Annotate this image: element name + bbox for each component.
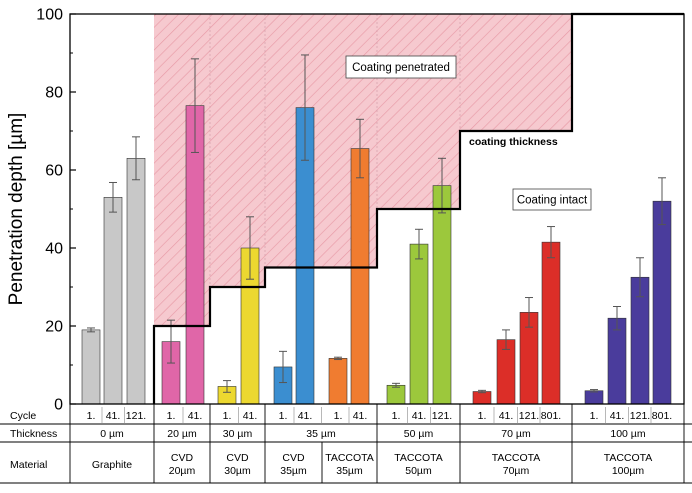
y-tick-label: 100 [36,7,63,24]
material-label: CVD [171,452,194,464]
cycle-label: 121. [126,410,146,422]
material-label: 35µm [280,465,307,477]
thickness-label: 0 µm [100,428,124,440]
material-label: 70µm [503,465,530,477]
coating-intact-label: Coating intact [517,195,588,207]
material-label: 30µm [224,465,251,477]
row-label-material: Material [10,459,47,471]
material-label: TACCOTA [394,452,443,464]
cycle-label: 41. [412,410,427,422]
material-label: 20µm [169,465,196,477]
thickness-label: 35 µm [306,428,336,440]
row-label-cycle: Cycle [10,410,36,422]
thickness-label: 50 µm [404,428,434,440]
bar-35µm-1 [328,358,348,405]
row-label-thickness: Thickness [10,428,57,440]
material-label: TACCOTA [492,452,541,464]
cycle-label: 1. [87,410,96,422]
bar-100µm-1 [584,390,604,405]
bar-0µm-41 [103,197,123,405]
coating-thickness-label: coating thickness [469,136,558,148]
thickness-label: 70 µm [501,428,531,440]
y-tick-label: 20 [45,319,63,336]
coating-intact-box [512,188,592,211]
cycle-label: 41. [610,410,625,422]
thickness-label: 30 µm [223,428,253,440]
cycle-label: 1. [392,410,401,422]
cycle-label: 1. [590,410,599,422]
material-label: CVD [226,452,249,464]
y-tick-label: 40 [45,241,63,258]
bar-70µm-1 [472,391,492,405]
bar-70µm-801 [541,241,561,405]
bar-50µm-41 [409,243,429,405]
bar-100µm-801 [652,200,672,405]
coating-penetrated-box [345,55,457,79]
cycle-label: 41. [499,410,514,422]
cycle-label: 41. [243,410,258,422]
material-label: Graphite [92,459,132,471]
material-label: CVD [282,452,305,464]
material-label: TACCOTA [604,452,653,464]
coating-penetrated-label: Coating penetrated [352,62,450,74]
cycle-label: 41. [106,410,121,422]
cycle-label: 121. [519,410,539,422]
cycle-label: 1. [334,410,343,422]
bar-0µm-1 [81,329,101,405]
y-axis-title: Penetration depth [µm] [6,113,27,306]
cycle-label: 41. [353,410,368,422]
coating-thickness-step-line [152,12,684,404]
material-label: 100µm [612,465,645,477]
bar-50µm-121 [432,185,452,405]
bar-50µm-1 [386,384,406,405]
cycle-label: 801. [541,410,561,422]
cycle-label: 1. [279,410,288,422]
cycle-label: 1. [223,410,232,422]
cycle-label: 41. [298,410,313,422]
cycle-label: 801. [652,410,672,422]
material-label: 35µm [336,465,363,477]
material-label: 50µm [405,465,432,477]
cycle-label: 1. [478,410,487,422]
thickness-label: 20 µm [167,428,197,440]
material-label: TACCOTA [325,452,374,464]
cycle-label: 121. [630,410,650,422]
bar-35µm-41 [350,148,370,405]
thickness-label: 100 µm [610,428,645,440]
cycle-label: 121. [432,410,452,422]
y-tick-label: 0 [54,397,63,414]
cycle-label: 1. [167,410,176,422]
coating-penetrated-region [154,14,684,326]
bar-100µm-41 [607,317,627,405]
y-tick-label: 60 [45,163,63,180]
y-tick-label: 80 [45,85,63,102]
cycle-label: 41. [188,410,203,422]
bar-0µm-121 [126,158,146,405]
